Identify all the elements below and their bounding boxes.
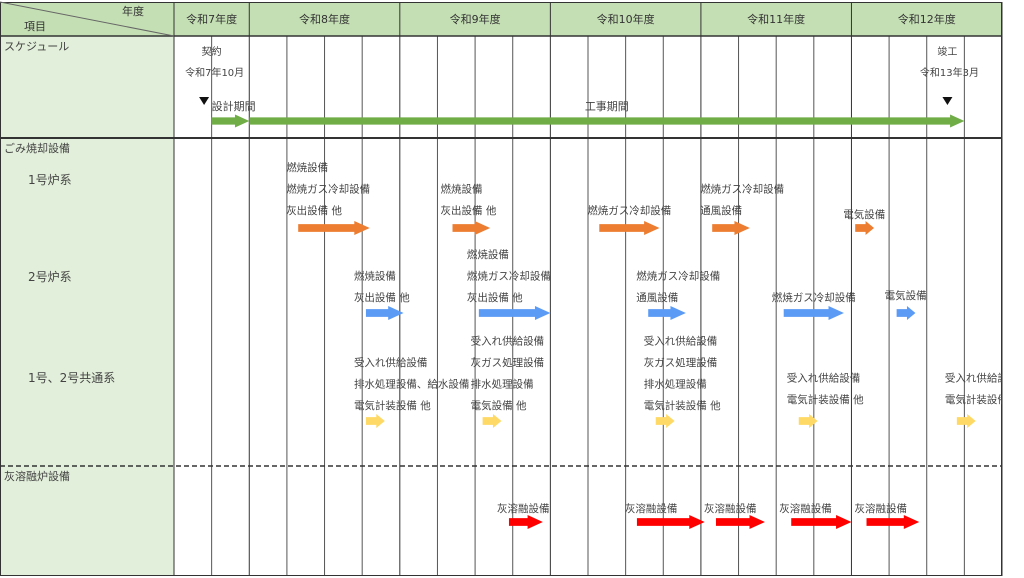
task-label: 燃焼ガス冷却設備 xyxy=(467,270,551,283)
task-arrow-melting xyxy=(636,515,705,529)
year-header: 令和7年度 xyxy=(186,12,237,26)
row-label-furnace1: 1号炉系 xyxy=(28,173,72,187)
corner-item-label: 項目 xyxy=(24,20,46,33)
schedule-period-bar xyxy=(249,114,965,128)
task-label: 灰ガス処理設備 xyxy=(644,356,718,369)
year-header: 令和10年度 xyxy=(597,12,655,26)
task-arrow-furnace1 xyxy=(599,221,660,235)
task-arrow-furnace2 xyxy=(478,306,551,320)
task-label: 灰出設備 他 xyxy=(467,291,523,304)
chart-frame xyxy=(0,2,1002,576)
task-arrow-furnace1 xyxy=(712,221,750,235)
task-label: 燃焼ガス冷却設備 xyxy=(772,291,856,304)
year-header: 令和8年度 xyxy=(299,12,350,26)
task-arrow-common xyxy=(365,414,385,428)
task-label: 受入れ供給設備 xyxy=(945,372,1019,385)
task-label: 電気設備 他 xyxy=(471,399,527,412)
task-label: 電気設備 xyxy=(885,289,927,302)
task-label: 燃焼設備 xyxy=(354,270,396,283)
task-label: 通風設備 xyxy=(636,291,678,304)
row-label-melting: 灰溶融炉設備 xyxy=(4,469,70,483)
row-label-common: 1号、2号共通系 xyxy=(28,371,115,385)
task-arrow-furnace1 xyxy=(298,221,370,235)
row-label-background xyxy=(0,36,174,576)
task-arrow-common xyxy=(655,414,675,428)
task-arrow-common xyxy=(956,414,976,428)
schedule-period-bar xyxy=(211,114,250,128)
schedule-period-label: 工事期間 xyxy=(585,100,629,113)
milestone-name: 契約 xyxy=(202,45,222,58)
task-arrow-furnace1 xyxy=(855,221,875,235)
task-label: 灰ガス処理設備 xyxy=(471,356,544,369)
task-arrow-melting xyxy=(791,515,852,529)
year-header: 令和9年度 xyxy=(450,12,501,26)
row-label-schedule: スケジュール xyxy=(4,40,69,53)
task-arrow-melting xyxy=(508,515,543,529)
corner-year-label: 年度 xyxy=(122,4,144,18)
corner-diagonal xyxy=(0,1,175,37)
task-label: 燃焼ガス冷却設備 xyxy=(286,183,370,196)
year-header: 令和11年度 xyxy=(747,12,805,26)
task-label: 通風設備 xyxy=(700,204,742,217)
task-label: 電気計装設備 他 xyxy=(945,393,1022,406)
task-label: 受入れ供給設備 xyxy=(787,372,861,385)
task-label: 燃焼ガス冷却設備 xyxy=(636,270,720,283)
task-label: 燃焼ガス冷却設備 xyxy=(587,204,671,217)
year-header: 令和12年度 xyxy=(898,12,956,26)
task-label: 電気計装設備 他 xyxy=(354,399,431,412)
schedule-period-label: 設計期間 xyxy=(212,99,256,113)
task-label: 燃焼ガス冷却設備 xyxy=(700,183,784,196)
task-arrow-furnace2 xyxy=(365,306,404,320)
task-label: 燃焼設備 xyxy=(286,161,328,174)
milestone-marker xyxy=(199,97,210,105)
task-label: 排水処理設備、給水設備 xyxy=(354,378,470,391)
task-label: 灰出設備 他 xyxy=(441,204,497,217)
milestone-date: 令和7年10月 xyxy=(185,66,244,79)
task-label: 受入れ供給設備 xyxy=(354,356,428,369)
milestone-date: 令和13年3月 xyxy=(920,66,979,79)
task-label: 灰出設備 他 xyxy=(354,291,410,304)
task-label: 灰溶融設備 xyxy=(855,502,908,515)
task-label: 排水処理設備 xyxy=(471,378,534,391)
task-label: 燃焼設備 xyxy=(467,248,509,261)
task-arrow-common xyxy=(798,414,818,428)
task-label: 電気計装設備 他 xyxy=(787,393,864,406)
task-label: 受入れ供給設備 xyxy=(471,335,544,348)
task-arrow-melting xyxy=(715,515,765,529)
row-label-furnace2: 2号炉系 xyxy=(28,270,72,284)
task-label: 受入れ供給設備 xyxy=(644,335,718,348)
row-label-incinerator: ごみ焼却設備 xyxy=(4,141,70,155)
task-label: 灰溶融設備 xyxy=(625,502,678,515)
task-arrow-common xyxy=(482,414,502,428)
task-label: 灰溶融設備 xyxy=(497,502,550,515)
task-label: 電気設備 xyxy=(843,208,885,221)
task-arrow-melting xyxy=(866,515,920,529)
task-label: 灰出設備 他 xyxy=(286,204,342,217)
header-background xyxy=(0,2,1002,36)
milestone-name: 竣工 xyxy=(937,45,957,58)
milestone-marker xyxy=(942,97,953,105)
task-label: 灰溶融設備 xyxy=(779,502,832,515)
task-arrow-furnace2 xyxy=(783,306,844,320)
task-label: 灰溶融設備 xyxy=(704,502,757,515)
task-arrow-furnace2 xyxy=(896,306,916,320)
task-label: 燃焼設備 xyxy=(441,183,483,196)
task-label: 電気計装設備 他 xyxy=(644,399,721,412)
task-label: 排水処理設備 xyxy=(644,378,707,391)
task-arrow-furnace2 xyxy=(648,306,686,320)
task-arrow-furnace1 xyxy=(452,221,491,235)
